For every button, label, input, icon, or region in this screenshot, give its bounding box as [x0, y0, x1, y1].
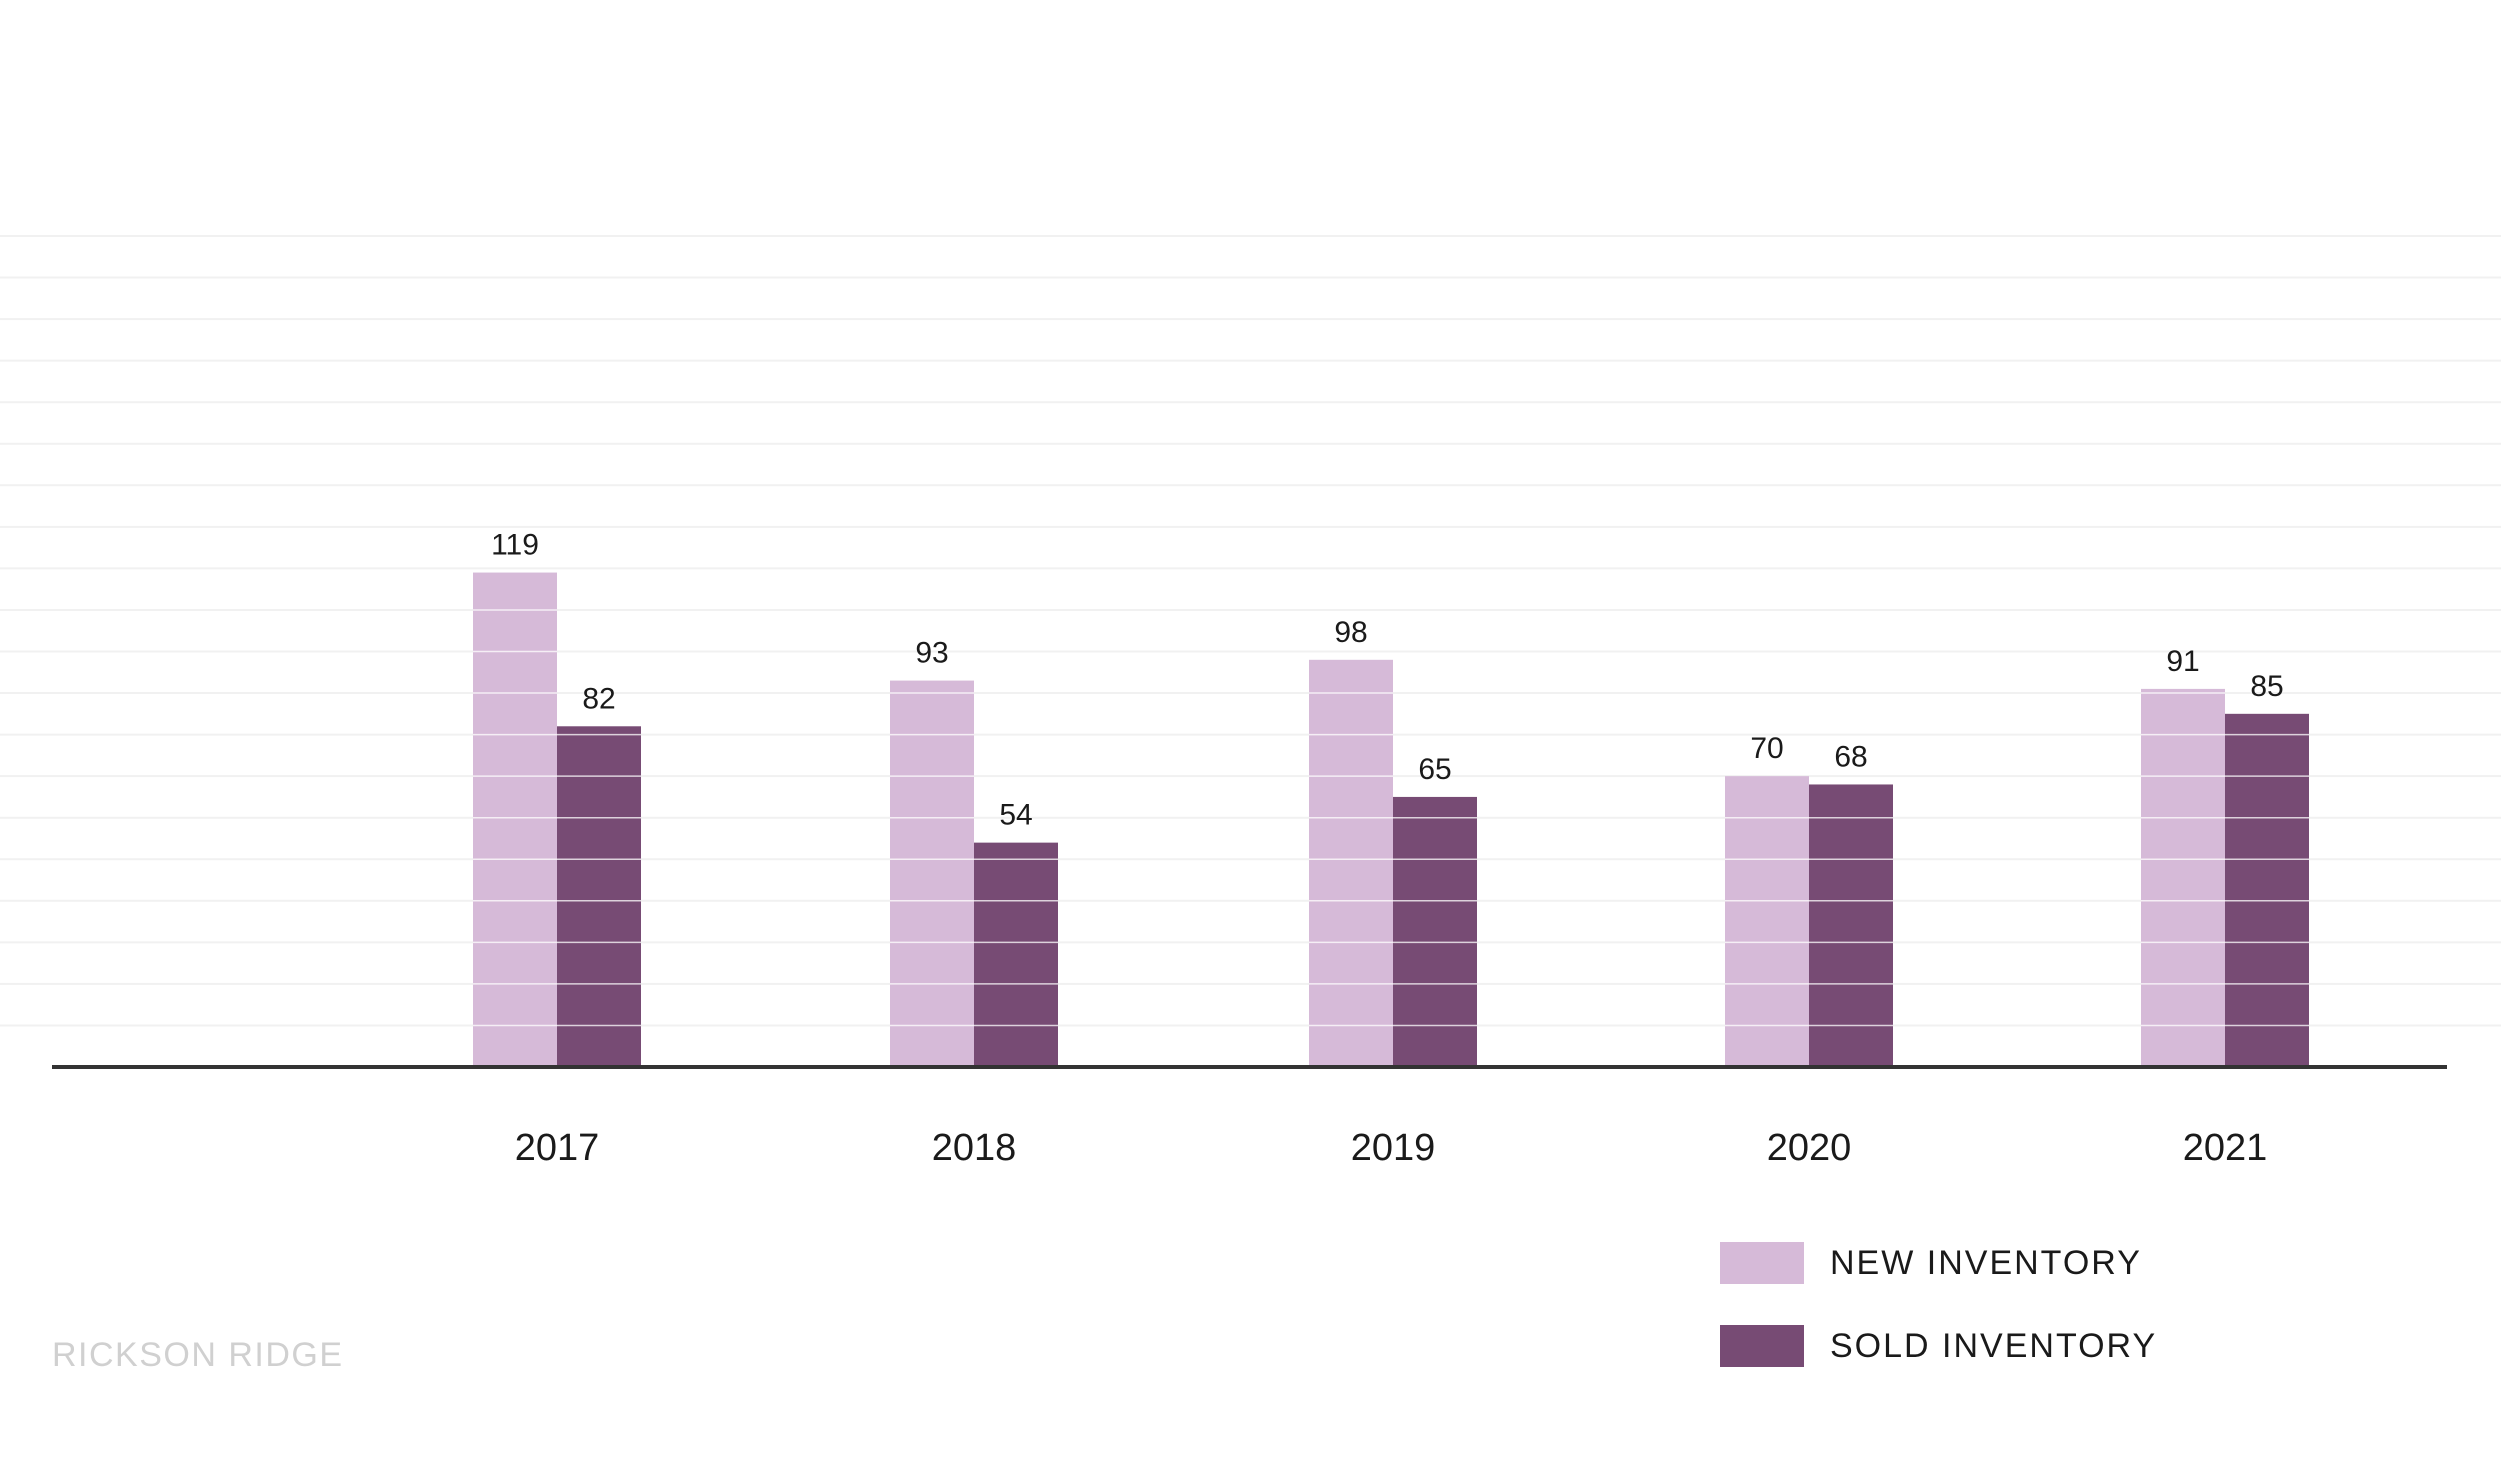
- data-labels: 119 93 98 70 91 82 54 65 68 85: [491, 529, 2284, 832]
- x-tick-label: 2019: [1351, 1127, 1436, 1169]
- bar-grid-overlay: [473, 609, 2309, 1027]
- bar-new-inventory-2018: [890, 680, 974, 1067]
- legend-label-new-inventory: NEW INVENTORY: [1830, 1243, 2142, 1282]
- bar-sold-inventory-2017: [557, 726, 641, 1067]
- data-label: 68: [1834, 740, 1867, 773]
- bar-sold-inventory-2018: [974, 842, 1058, 1067]
- data-label: 85: [2250, 670, 2283, 703]
- x-tick-label: 2021: [2183, 1127, 2268, 1169]
- bar-sold-inventory-2020: [1809, 784, 1893, 1067]
- bar-sold-inventory-2019: [1393, 796, 1477, 1067]
- data-label: 82: [582, 682, 615, 715]
- legend-item-sold-inventory: SOLD INVENTORY: [1720, 1325, 2157, 1367]
- data-label: 98: [1334, 616, 1367, 649]
- x-tick-labels: 2017 2018 2019 2020 2021: [515, 1127, 2268, 1169]
- data-label: 119: [491, 529, 539, 562]
- bar-new-inventory-2017: [473, 572, 557, 1067]
- legend-label-sold-inventory: SOLD INVENTORY: [1830, 1326, 2158, 1365]
- x-tick-label: 2018: [932, 1127, 1017, 1169]
- data-label: 93: [915, 637, 948, 670]
- bar-sold-inventory-2021: [2225, 713, 2309, 1067]
- bar-new-inventory-2020: [1725, 776, 1809, 1067]
- legend-swatch-sold-inventory: [1720, 1325, 1804, 1367]
- bar-new-inventory-2021: [2141, 688, 2225, 1067]
- legend-item-new-inventory: NEW INVENTORY: [1720, 1242, 2157, 1284]
- x-tick-label: 2017: [515, 1127, 600, 1169]
- bar-new-inventory-2019: [1309, 659, 1393, 1067]
- data-label: 70: [1750, 732, 1783, 765]
- footer-brand: RICKSON RIDGE: [52, 1336, 344, 1374]
- data-label: 91: [2166, 645, 2199, 678]
- legend-swatch-new-inventory: [1720, 1242, 1804, 1284]
- bars: [473, 572, 2309, 1067]
- data-label: 65: [1418, 753, 1451, 786]
- data-label: 54: [999, 799, 1032, 832]
- gridlines: [0, 235, 2501, 1027]
- legend: NEW INVENTORY SOLD INVENTORY: [1720, 1242, 2157, 1408]
- x-tick-label: 2020: [1767, 1127, 1852, 1169]
